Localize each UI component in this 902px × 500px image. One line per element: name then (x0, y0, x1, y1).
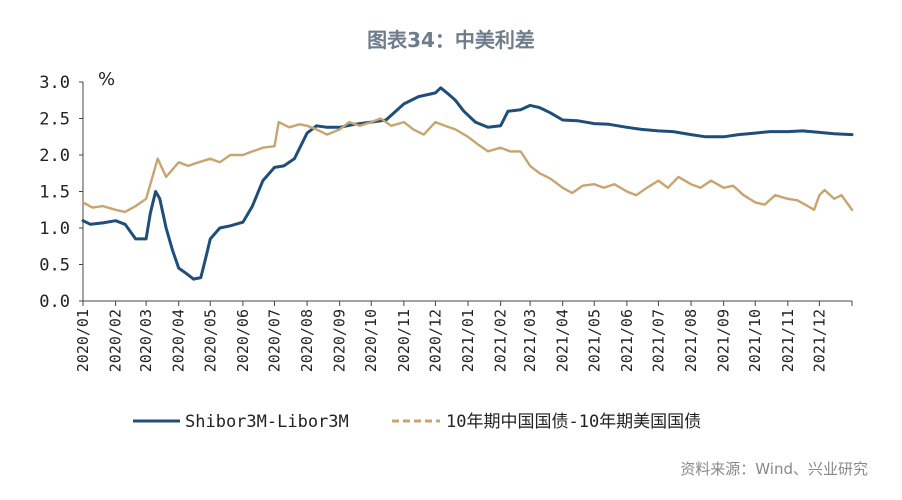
y-tick-label: 1.0 (39, 219, 70, 239)
x-tick-label: 2021/04 (554, 309, 572, 372)
x-tick-label: 2020/05 (201, 309, 219, 372)
y-tick-label: 1.5 (39, 183, 70, 203)
x-tick-label: 2020/06 (234, 309, 252, 372)
legend-label-2: 10年期中国国债-10年期美国国债 (446, 412, 701, 432)
x-tick-label: 2021/06 (618, 309, 636, 372)
x-tick-label: 2020/07 (265, 309, 283, 372)
x-tick-label: 2021/12 (810, 309, 828, 372)
series-line-1 (81, 86, 854, 281)
x-tick-label: 2021/09 (715, 309, 733, 372)
x-tick-label: 2020/03 (137, 309, 155, 372)
chart-title: 图表34：中美利差 (367, 28, 535, 52)
series-line-2 (81, 117, 854, 214)
x-tick-label: 2020/02 (107, 309, 125, 372)
x-tick-label: 2020/09 (331, 309, 349, 372)
y-tick-label: 0.0 (39, 292, 70, 312)
x-tick-label: 2020/01 (74, 309, 92, 372)
x-tick-label: 2021/11 (779, 309, 797, 372)
x-tick-label: 2020/11 (395, 309, 413, 372)
x-tick-label: 2020/04 (170, 309, 188, 372)
y-tick-label: 0.5 (39, 256, 70, 276)
legend: Shibor3M-Libor3M 10年期中国国债-10年期美国国债 (133, 412, 701, 432)
x-tick-label: 2021/05 (585, 309, 603, 372)
x-axis: 2020/01 2020/02 2020/03 2020/04 2020/05 2020/… (74, 300, 853, 372)
x-tick-label: 2021/07 (649, 309, 667, 372)
x-tick-label: 2021/02 (492, 309, 510, 372)
y-tick-label: 2.5 (39, 110, 70, 130)
x-tick-label: 2020/10 (362, 309, 380, 372)
series-layer (81, 86, 854, 281)
x-tick-label: 2021/01 (459, 309, 477, 372)
x-tick-label: 2021/10 (746, 309, 764, 372)
x-tick-label: 2020/12 (426, 309, 444, 372)
y-axis: 0.0 0.5 1.0 1.5 2.0 2.5 3.0 (39, 73, 84, 312)
unit-label: % (98, 69, 115, 90)
y-tick-label: 3.0 (39, 73, 70, 93)
x-tick-label: 2020/08 (298, 309, 316, 372)
legend-label-1: Shibor3M-Libor3M (185, 412, 349, 432)
source-note: 资料来源：Wind、兴业研究 (680, 460, 868, 478)
y-tick-label: 2.0 (39, 146, 70, 166)
x-tick-label: 2021/03 (521, 309, 539, 372)
x-tick-label: 2021/08 (682, 309, 700, 372)
